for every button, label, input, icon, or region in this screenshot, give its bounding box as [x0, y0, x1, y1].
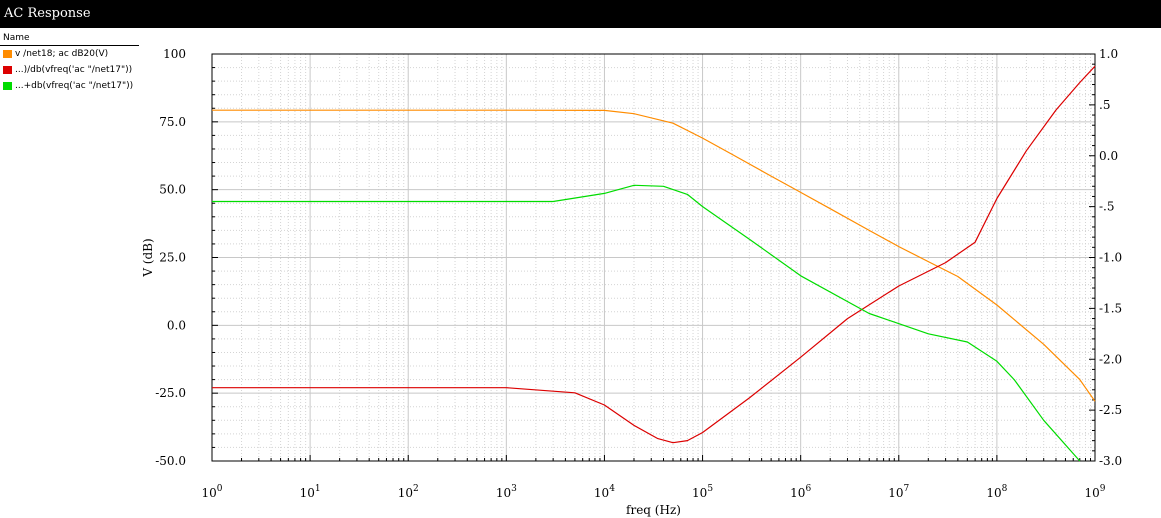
x-tick-exponent: 0 [217, 484, 223, 494]
y-tick-label: 0.0 [167, 318, 186, 332]
x-tick-exponent: 3 [511, 484, 517, 494]
legend-entry-green[interactable]: ...+db(vfreq('ac "/net17")) [0, 78, 138, 94]
x-tick-exponent: 6 [805, 484, 811, 494]
x-tick-base: 10 [300, 486, 315, 500]
x-tick-label: 109 [1084, 484, 1105, 500]
y-tick-label: 100 [163, 47, 186, 61]
legend-entry-red[interactable]: ...)/db(vfreq('ac "/net17")) [0, 62, 138, 78]
x-tick-label: 108 [986, 484, 1007, 500]
x-tick-base: 10 [594, 486, 609, 500]
legend-entry-orange[interactable]: v /net18; ac dB20(V) [0, 46, 138, 62]
x-tick-base: 10 [692, 486, 707, 500]
x-tick-label: 105 [692, 484, 713, 500]
legend-swatch [3, 50, 12, 58]
x-tick-exponent: 5 [707, 484, 713, 494]
x-tick-base: 10 [986, 486, 1001, 500]
y-tick-label: -25.0 [155, 386, 186, 400]
x-tick-base: 10 [1084, 486, 1099, 500]
legend-swatch [3, 66, 12, 74]
y2-tick-label: 0.0 [1099, 149, 1118, 163]
x-tick-label: 104 [594, 484, 615, 500]
series-line-0 [212, 109, 1096, 402]
y2-tick-label: -.5 [1099, 200, 1115, 214]
series-line-2 [212, 184, 1081, 462]
x-tick-base: 10 [888, 486, 903, 500]
x-tick-exponent: 7 [904, 484, 910, 494]
x-tick-base: 10 [201, 486, 216, 500]
y2-tick-label: -2.5 [1099, 403, 1122, 417]
legend-label: v /net18; ac dB20(V) [15, 49, 109, 59]
x-tick-exponent: 1 [315, 484, 321, 494]
x-tick-label: 100 [201, 484, 222, 500]
axis-ticks: 10075.050.025.00.0-25.0-50.01.0.50.0-.5-… [155, 47, 1122, 500]
x-tick-exponent: 2 [413, 484, 419, 494]
y-tick-label: -50.0 [155, 454, 186, 468]
y2-tick-label: -2.0 [1099, 352, 1122, 366]
x-tick-base: 10 [398, 486, 413, 500]
x-tick-exponent: 9 [1100, 484, 1106, 494]
series-curves [212, 65, 1096, 462]
legend-swatch [3, 82, 12, 90]
legend-label: ...)/db(vfreq('ac "/net17")) [15, 65, 133, 75]
x-tick-label: 101 [300, 484, 321, 500]
y2-tick-label: -1.5 [1099, 301, 1122, 315]
grid-lines [212, 54, 1095, 461]
x-tick-base: 10 [496, 486, 511, 500]
legend-panel: Name v /net18; ac dB20(V) ...)/db(vfreq(… [0, 30, 139, 94]
y-tick-label: 50.0 [159, 183, 186, 197]
y-axis-label: V (dB) [141, 238, 155, 277]
legend-label: ...+db(vfreq('ac "/net17")) [15, 81, 134, 91]
y-tick-label: 25.0 [159, 251, 186, 265]
x-tick-label: 107 [888, 484, 909, 500]
window-title-bar: AC Response [0, 0, 1161, 28]
y-tick-label: 75.0 [159, 115, 186, 129]
x-tick-base: 10 [790, 486, 805, 500]
y2-tick-label: .5 [1099, 98, 1110, 112]
x-tick-label: 103 [496, 484, 517, 500]
window-title: AC Response [4, 6, 91, 21]
x-tick-exponent: 8 [1002, 484, 1008, 494]
x-tick-label: 102 [398, 484, 419, 500]
x-tick-label: 106 [790, 484, 811, 500]
x-tick-exponent: 4 [609, 484, 615, 494]
x-axis-label: freq (Hz) [626, 503, 681, 517]
y2-tick-label: -3.0 [1099, 454, 1122, 468]
y2-tick-label: -1.0 [1099, 251, 1122, 265]
legend-header[interactable]: Name [0, 30, 139, 46]
series-line-1 [212, 65, 1096, 444]
y2-tick-label: 1.0 [1099, 47, 1118, 61]
